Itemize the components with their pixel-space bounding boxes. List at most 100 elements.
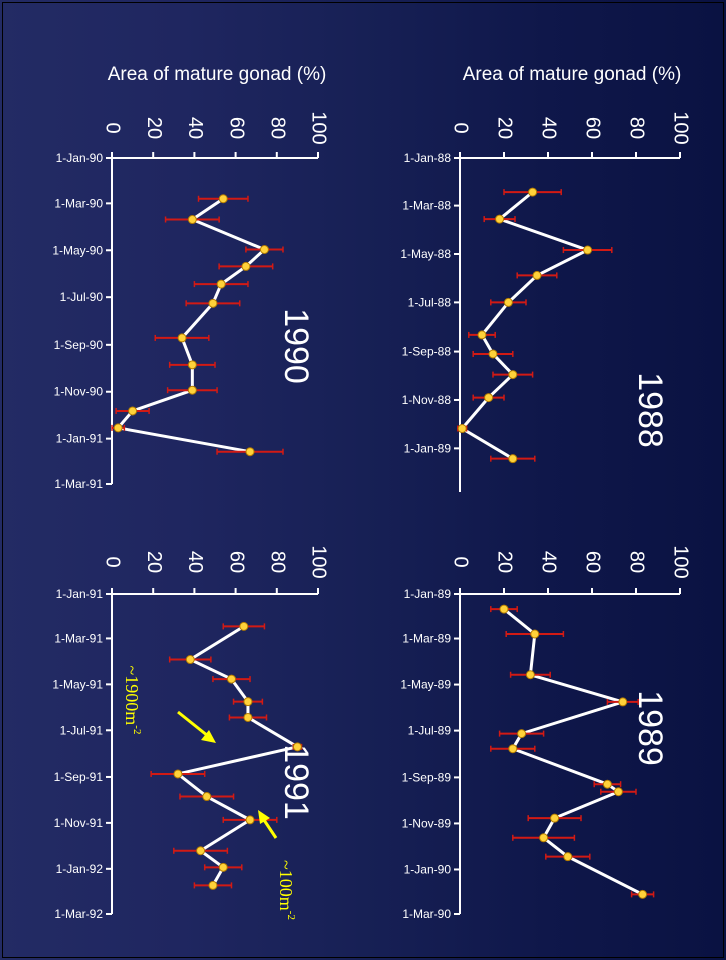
depth-note: ~100m-2 xyxy=(276,860,298,920)
value-tick-label: 60 xyxy=(225,117,247,139)
data-point xyxy=(488,349,498,359)
date-tick-label: 1-Mar-91 xyxy=(54,477,103,491)
value-tick-label: 100 xyxy=(670,545,692,578)
data-point xyxy=(292,742,302,752)
value-tick-label: 40 xyxy=(538,117,560,139)
date-tick-label: 1-Mar-88 xyxy=(402,199,451,213)
data-point xyxy=(528,187,538,197)
depth-note-text: ~1900m xyxy=(122,666,142,726)
date-tick-label: 1-Jan-89 xyxy=(404,441,452,455)
data-point xyxy=(525,670,535,680)
data-point xyxy=(173,769,183,779)
data-point xyxy=(539,833,549,843)
data-point xyxy=(241,261,251,271)
data-point xyxy=(187,215,197,225)
date-tick-label: 1-Nov-89 xyxy=(402,816,452,830)
value-axis-title: Area of mature gonad (%) xyxy=(108,64,327,85)
value-tick-label: 100 xyxy=(308,545,330,578)
data-point xyxy=(185,655,195,665)
value-tick-label: 40 xyxy=(184,551,206,573)
depth-note: ~1900m-2 xyxy=(122,666,144,735)
date-tick-label: 1-May-90 xyxy=(52,243,103,257)
year-annotation: 1988 xyxy=(631,372,669,448)
date-tick-label: 1-Nov-88 xyxy=(402,393,452,407)
value-tick-label: 80 xyxy=(626,551,648,573)
series-line xyxy=(460,190,590,460)
date-tick-label: 1-Jan-89 xyxy=(404,587,452,601)
date-tick-label: 1-Jan-90 xyxy=(56,151,104,165)
date-tick-label: 1-Sep-89 xyxy=(402,770,452,784)
value-tick-label: 0 xyxy=(450,556,472,567)
data-point xyxy=(187,360,197,370)
value-tick-label: 100 xyxy=(670,111,692,144)
data-point xyxy=(113,423,123,433)
depth-note-superscript: -2 xyxy=(285,911,297,920)
data-point xyxy=(602,779,612,789)
depth-note-superscript: -2 xyxy=(131,725,143,734)
data-point xyxy=(495,214,505,224)
value-tick-label: 60 xyxy=(225,551,247,573)
date-tick-label: 1-Jan-91 xyxy=(56,587,104,601)
date-tick-label: 1-Sep-91 xyxy=(54,770,104,784)
value-tick-label: 20 xyxy=(494,551,516,573)
data-point xyxy=(503,297,513,307)
date-tick-label: 1-Nov-91 xyxy=(54,816,104,830)
date-tick-label: 1-Sep-90 xyxy=(54,338,104,352)
date-tick-label: 1-Mar-90 xyxy=(54,196,103,210)
data-point xyxy=(243,712,253,722)
data-point xyxy=(245,815,255,825)
data-point xyxy=(550,813,560,823)
value-tick-label: 60 xyxy=(582,117,604,139)
chart-panel-bottom-right: 0 20 40 60 80 100 1-Jan-89 1-Mar-89 1-May-89 1-Ju… xyxy=(400,545,691,921)
date-tick-label: 1-Jul-90 xyxy=(60,290,104,304)
data-point xyxy=(187,385,197,395)
data-point xyxy=(239,621,249,631)
series-line xyxy=(176,625,299,887)
date-tick-label: 1-May-88 xyxy=(400,247,451,261)
data-point xyxy=(517,729,527,739)
arrow-head xyxy=(258,810,270,824)
year-annotation: 1990 xyxy=(277,308,315,384)
data-point xyxy=(530,629,540,639)
value-tick-label: 0 xyxy=(102,122,124,133)
arrow-head xyxy=(201,730,216,743)
data-point xyxy=(177,333,187,343)
data-point xyxy=(243,697,253,707)
value-tick-label: 40 xyxy=(184,117,206,139)
date-tick-label: 1-Jan-91 xyxy=(56,432,104,446)
data-point xyxy=(508,370,518,380)
data-point xyxy=(499,604,509,614)
depth-note-text: ~100m xyxy=(276,860,296,911)
value-tick-label: 80 xyxy=(626,117,648,139)
chart-panel-top-right: 0 20 40 60 80 100 Area of mature gonad (%) 1-Ja… xyxy=(400,64,692,492)
date-tick-label: 1-Mar-89 xyxy=(402,632,451,646)
data-point xyxy=(202,792,212,802)
value-tick-label: 20 xyxy=(143,117,165,139)
arrow-shaft xyxy=(262,819,278,839)
date-tick-label: 1-Sep-88 xyxy=(402,345,452,359)
value-tick-label: 20 xyxy=(143,551,165,573)
value-tick-label: 60 xyxy=(582,551,604,573)
data-point xyxy=(583,245,593,255)
data-point xyxy=(532,270,542,280)
data-point xyxy=(613,787,623,797)
data-point xyxy=(457,424,467,434)
series-line xyxy=(116,197,266,454)
value-tick-label: 0 xyxy=(102,556,124,567)
value-tick-label: 80 xyxy=(267,551,289,573)
date-tick-label: 1-Nov-90 xyxy=(54,385,104,399)
date-tick-label: 1-Mar-92 xyxy=(54,907,103,921)
date-tick-label: 1-May-89 xyxy=(400,678,451,692)
date-tick-label: 1-Jan-92 xyxy=(56,862,104,876)
value-tick-label: 40 xyxy=(538,551,560,573)
data-point xyxy=(216,279,226,289)
date-tick-label: 1-Mar-91 xyxy=(54,631,103,645)
series-line xyxy=(503,607,644,896)
data-point xyxy=(226,674,236,684)
arrow-shaft xyxy=(177,710,209,738)
data-point xyxy=(245,447,255,457)
data-point xyxy=(208,298,218,308)
value-axis-title: Area of mature gonad (%) xyxy=(463,64,682,85)
data-point xyxy=(128,406,138,416)
data-point xyxy=(508,744,518,754)
